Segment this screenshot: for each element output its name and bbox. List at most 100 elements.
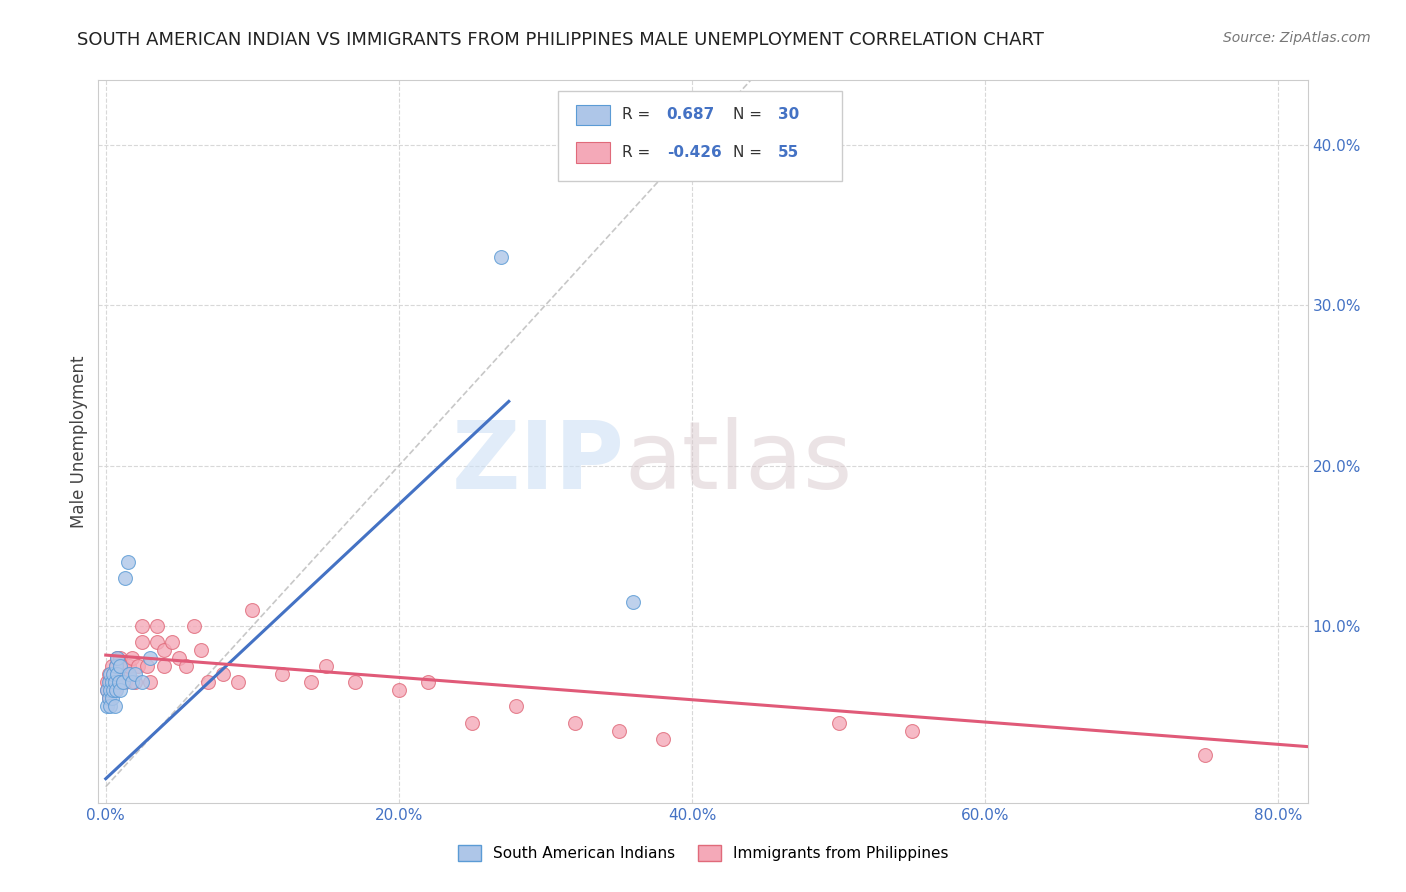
Point [607,723,630,738]
Point [118,667,141,681]
Text: 0.687: 0.687 [666,107,716,122]
Point [105,659,128,673]
Point [107,667,129,681]
Point [101,683,124,698]
Point [100,691,122,706]
Point [121,651,143,665]
Point [110,683,132,698]
Point [127,659,149,673]
Point [100,659,122,673]
Point [101,675,124,690]
Text: R =: R = [621,145,655,160]
Point [100,675,122,690]
Point [100,683,122,698]
Point [167,651,190,665]
Point [131,635,153,649]
Point [505,699,527,714]
Point [197,675,219,690]
Point [97,691,120,706]
Point [101,667,124,681]
Point [138,675,160,690]
FancyBboxPatch shape [558,91,842,181]
Point [299,675,322,690]
Point [491,250,513,264]
Point [564,715,586,730]
Point [827,715,849,730]
Point [901,723,924,738]
Point [135,659,157,673]
Point [153,643,176,657]
Point [131,675,153,690]
Point [110,659,132,673]
Point [124,667,146,681]
Point [270,667,292,681]
Point [103,699,125,714]
Point [97,675,120,690]
Point [98,683,121,698]
Y-axis label: Male Unemployment: Male Unemployment [70,355,89,528]
Point [96,683,118,698]
Point [212,667,235,681]
Point [138,651,160,665]
Point [418,675,440,690]
Point [108,675,131,690]
Point [183,619,205,633]
Text: atlas: atlas [624,417,852,509]
Text: Source: ZipAtlas.com: Source: ZipAtlas.com [1223,31,1371,45]
Point [96,675,118,690]
Point [121,675,143,690]
Point [110,667,132,681]
Text: 55: 55 [778,145,799,160]
Point [114,675,136,690]
Text: R =: R = [621,107,655,122]
Point [160,635,183,649]
Point [107,667,129,681]
Bar [576,143,610,162]
Point [96,699,118,714]
Point [226,675,249,690]
Point [240,603,263,617]
Point [97,667,120,681]
Point [118,659,141,673]
Text: -0.426: -0.426 [666,145,721,160]
Point [105,683,128,698]
Text: N =: N = [734,145,768,160]
Point [146,635,169,649]
Point [621,595,644,609]
Point [388,683,411,698]
Point [117,667,139,681]
Point [107,651,129,665]
Text: N =: N = [734,107,768,122]
Point [97,691,120,706]
Point [108,675,131,690]
Point [153,659,176,673]
Point [146,619,169,633]
Point [98,675,121,690]
Point [114,571,136,585]
Point [176,659,198,673]
Point [98,667,121,681]
Text: ZIP: ZIP [451,417,624,509]
Point [103,675,125,690]
Point [110,651,132,665]
Point [124,675,146,690]
Text: 30: 30 [778,107,799,122]
Point [103,683,125,698]
Point [343,675,366,690]
Point [315,659,337,673]
Point [112,659,135,673]
Point [101,667,124,681]
Point [98,699,121,714]
Point [117,555,139,569]
Legend: South American Indians, Immigrants from Philippines: South American Indians, Immigrants from … [451,839,955,867]
Point [1194,747,1216,762]
Point [461,715,484,730]
Point [112,675,135,690]
Point [105,659,128,673]
Text: SOUTH AMERICAN INDIAN VS IMMIGRANTS FROM PHILIPPINES MALE UNEMPLOYMENT CORRELATI: SOUTH AMERICAN INDIAN VS IMMIGRANTS FROM… [77,31,1045,49]
Point [131,619,153,633]
Point [651,731,673,746]
Point [96,683,118,698]
Point [107,651,129,665]
Bar [576,105,610,125]
